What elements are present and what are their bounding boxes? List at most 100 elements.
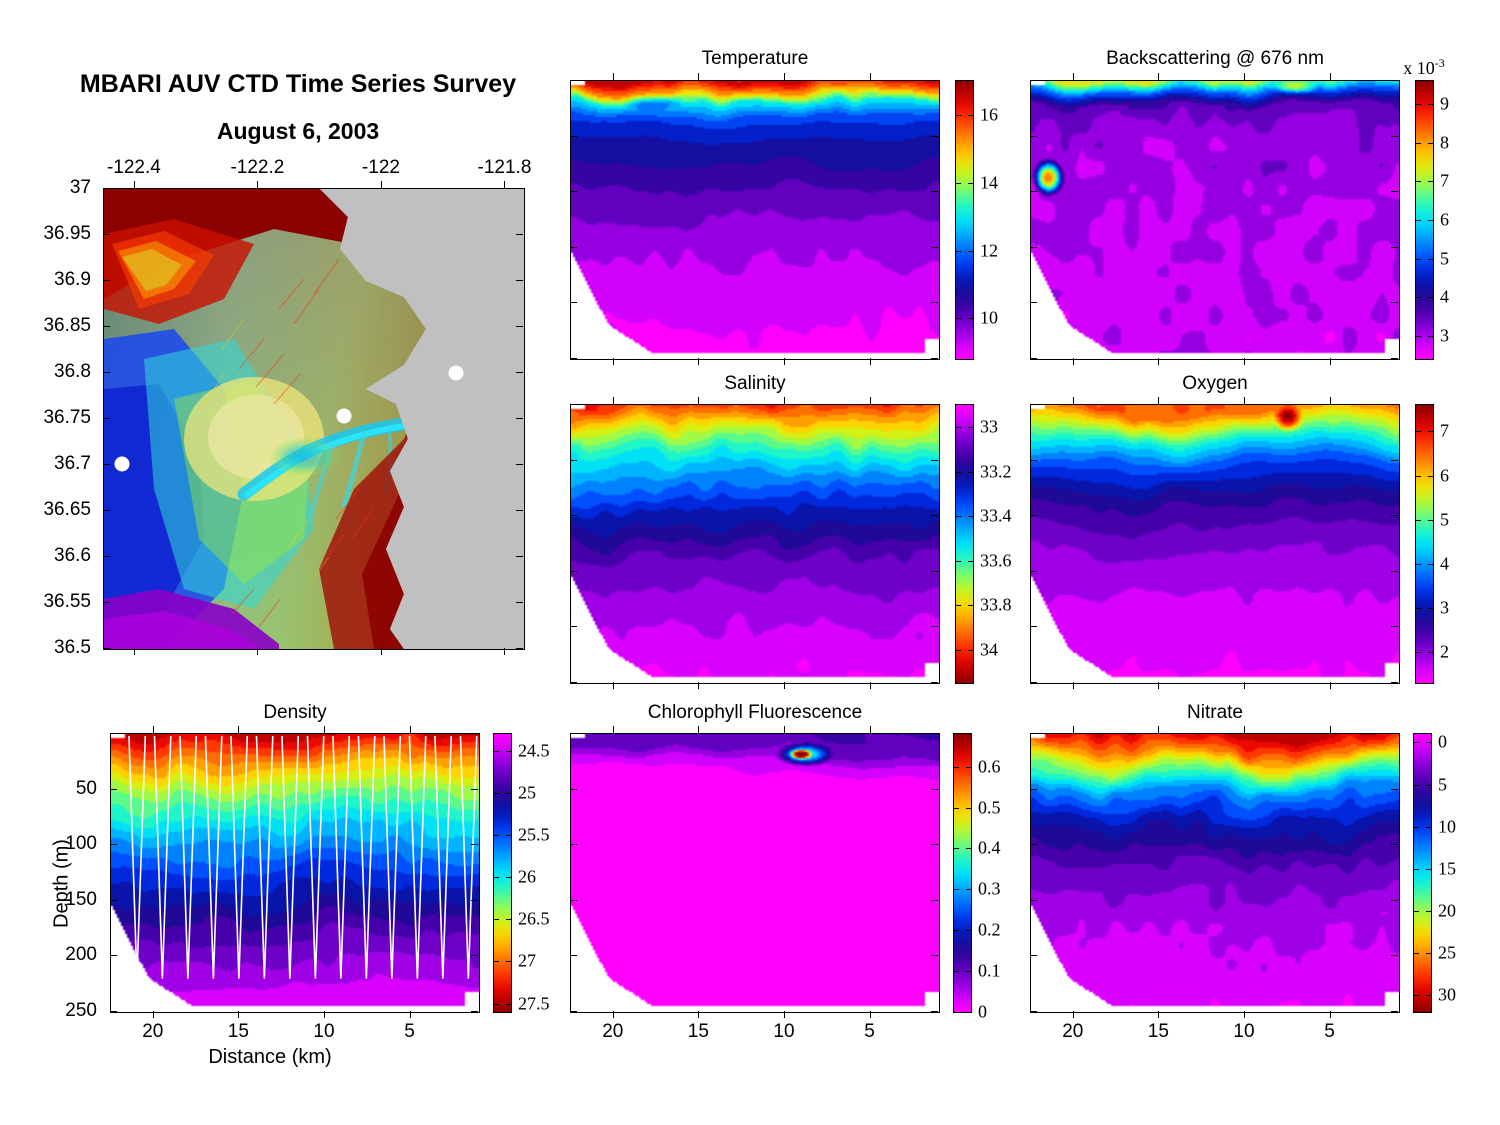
colorbar-oxygen[interactable]: 2 3 4 5 6 7 <box>1415 404 1449 684</box>
station-marker[interactable] <box>114 456 130 472</box>
colorbar-tick <box>956 516 961 518</box>
x-axis-tick-top <box>783 726 785 733</box>
colorbar-temperature[interactable]: 10 12 14 16 <box>955 80 998 360</box>
colorbar-tick <box>494 961 499 963</box>
colorbar-tick-label: 33 <box>980 416 998 437</box>
map-y-tick-right <box>516 372 523 373</box>
colorbar-backscattering[interactable]: 3 4 5 6 7 8 9 <box>1415 80 1449 360</box>
panel-oxygen[interactable] <box>1030 404 1400 684</box>
y-axis-tick-right <box>1391 459 1398 461</box>
x-axis-tick <box>1329 1011 1331 1018</box>
colorbar-density[interactable]: 24.5 25 25.5 26 26.5 27 27.5 <box>493 733 550 1013</box>
panel-nitrate[interactable] <box>1030 733 1400 1013</box>
colorbar-tick-label: 0.2 <box>978 919 1001 940</box>
map-x-tick-label: -122 <box>361 157 400 178</box>
x-axis-tick-top <box>1072 397 1074 404</box>
colorbar-tick <box>966 807 971 809</box>
map-y-tick-label: 36.85 <box>43 315 91 336</box>
map-y-tick-right <box>516 280 523 281</box>
y-axis-tick-right <box>1391 515 1398 517</box>
colorbar-tick <box>1428 258 1433 260</box>
colorbar-tick <box>956 318 961 320</box>
y-axis-tick <box>570 682 577 683</box>
bathymetry-map[interactable] <box>103 188 525 650</box>
y-axis-tick-label: 150 <box>65 888 97 910</box>
colorbar-tick <box>506 919 511 921</box>
colorbar-nitrate[interactable]: 0 5 10 15 20 25 30 <box>1413 732 1456 1013</box>
colorbar-tick <box>966 889 971 891</box>
colorbar-tick <box>956 649 961 651</box>
station-marker[interactable] <box>336 408 352 424</box>
x-axis-tick <box>1158 682 1160 689</box>
map-x-tick-bottom <box>257 648 259 655</box>
map-y-tick <box>103 648 110 649</box>
colorbar-tick <box>956 182 961 184</box>
colorbar-tick-label: 16 <box>980 104 998 125</box>
x-axis-tick-top <box>1329 726 1331 733</box>
auv-track-overlay <box>128 735 478 979</box>
y-axis-tick-right <box>931 246 938 248</box>
colorbar-tick-label: 25 <box>1438 942 1456 963</box>
y-axis-tick-right <box>1391 246 1398 248</box>
colorbar-tick <box>966 930 971 932</box>
colorbar-tick <box>506 792 511 794</box>
map-y-tick-right <box>516 326 523 327</box>
panel-backscattering[interactable] <box>1030 80 1400 360</box>
colorbar-tick <box>968 182 973 184</box>
panel-chlorophyll[interactable] <box>570 733 940 1013</box>
y-axis-tick <box>1030 191 1037 193</box>
x-axis-tick <box>698 358 700 365</box>
colorbar-tick <box>1428 607 1433 609</box>
colorbar-tick <box>954 889 959 891</box>
colorbar-salinity[interactable]: 33 33.2 33.4 33.6 33.8 34 <box>955 404 1012 684</box>
y-axis-tick <box>1030 302 1037 304</box>
colorbar-tick <box>1414 910 1419 912</box>
colorbar-tick <box>966 848 971 850</box>
colorbar-chlorophyll[interactable]: 0 0.1 0.2 0.3 0.4 0.5 0.6 <box>953 733 1001 1022</box>
y-axis-tick-right <box>1391 955 1398 957</box>
colorbar-tick <box>1426 784 1431 786</box>
y-axis-tick <box>1030 682 1037 683</box>
x-axis-tick-top <box>1158 397 1160 404</box>
map-x-tick <box>257 181 259 188</box>
colorbar-tick <box>1414 742 1419 744</box>
x-axis-tick-top <box>698 73 700 80</box>
x-axis-tick-top <box>1329 397 1331 404</box>
colorbar-tick <box>1426 868 1431 870</box>
colorbar-tick-label: 0.1 <box>978 960 1001 981</box>
panel-temperature[interactable] <box>570 80 940 360</box>
colorbar-tick <box>1428 652 1433 654</box>
y-axis-tick-right <box>931 1011 938 1012</box>
x-axis-tick <box>323 1011 325 1018</box>
station-marker[interactable] <box>448 365 464 381</box>
map-y-tick-right <box>516 464 523 465</box>
panel-salinity[interactable] <box>570 404 940 684</box>
y-axis-tick-right <box>931 955 938 957</box>
colorbar-tick-label: 30 <box>1438 984 1456 1005</box>
colorbar-tick-label: 33.8 <box>980 594 1012 615</box>
colorbar-tick <box>968 516 973 518</box>
map-y-tick-label: 36.9 <box>54 269 91 290</box>
colorbar-tick <box>956 114 961 116</box>
colorbar-tick <box>506 877 511 879</box>
colorbar-tick <box>494 1003 499 1005</box>
x-axis-tick <box>783 1011 785 1018</box>
x-axis-tick <box>612 1011 614 1018</box>
section-field <box>1031 81 1399 359</box>
colorbar-tick-label: 9 <box>1440 93 1449 114</box>
x-axis-tick <box>1243 682 1245 689</box>
y-axis-tick-label: 200 <box>65 944 97 966</box>
colorbar-tick <box>968 318 973 320</box>
y-axis-tick <box>1030 955 1037 957</box>
colorbar-tick <box>1426 953 1431 955</box>
colorbar-tick-label: 20 <box>1438 900 1456 921</box>
colorbar-tick-label: 5 <box>1440 248 1449 269</box>
colorbar-tick-label: 0 <box>978 1001 987 1022</box>
y-axis-tick <box>110 844 117 846</box>
y-axis-tick-right <box>471 1011 478 1012</box>
map-x-tick-label: -122.4 <box>106 157 161 178</box>
colorbar-tick <box>954 930 959 932</box>
panel-density[interactable] <box>110 733 480 1013</box>
colorbar-tick <box>1416 258 1421 260</box>
colorbar-tick-label: 0.3 <box>978 878 1001 899</box>
